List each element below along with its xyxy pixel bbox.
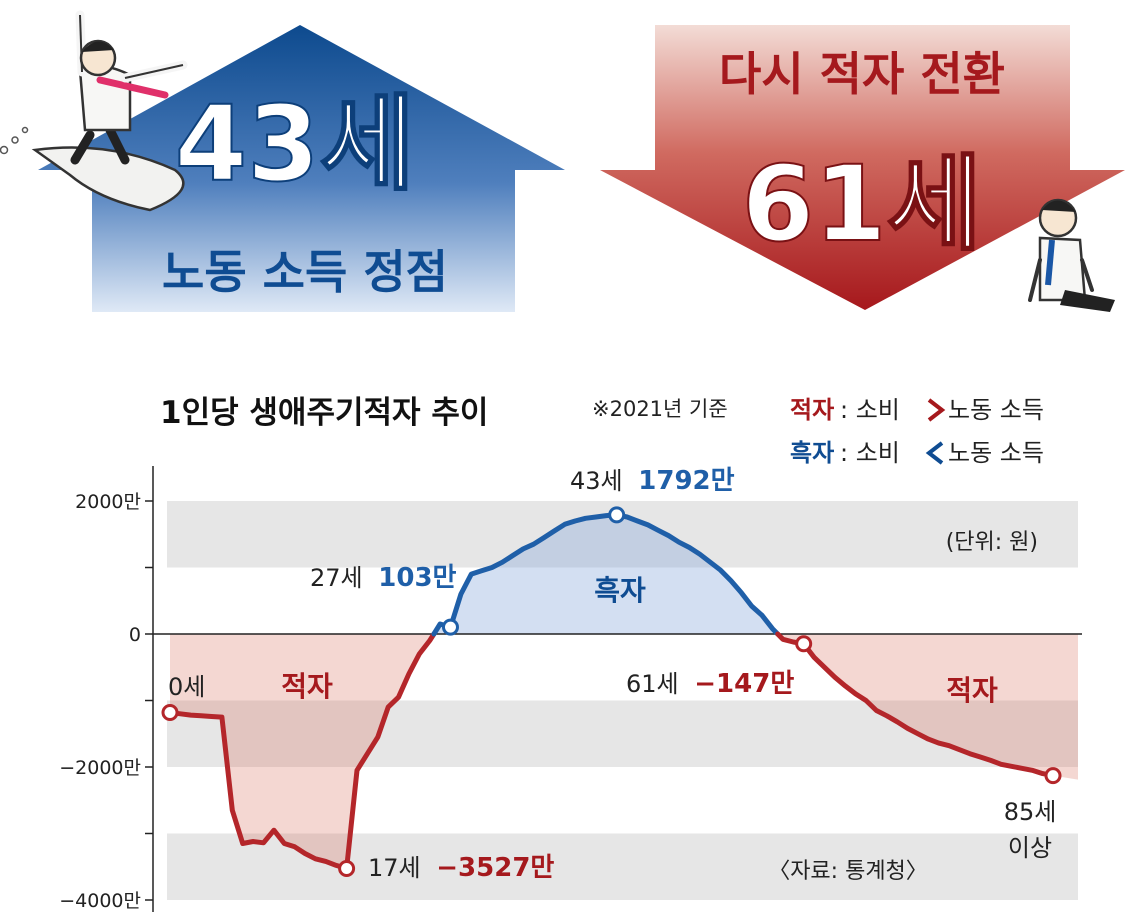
banner-down-headline: 다시 적자 전환 <box>719 47 1005 101</box>
grid-band <box>167 833 1078 900</box>
surplus-area <box>433 514 778 634</box>
deficit-line <box>775 631 1056 779</box>
region-label-surplus: 흑자 <box>594 574 646 607</box>
unit-label: (단위: 원) <box>946 530 1038 555</box>
point-marker-age-0 <box>161 703 179 721</box>
annotation-age61-value: −147만 <box>694 669 794 699</box>
y-tick-label: 0 <box>129 624 141 646</box>
region-label-deficit-right: 적자 <box>946 674 998 707</box>
annotation-age43-age: 43세 <box>570 467 623 495</box>
annotation-age17-value: −3527만 <box>436 853 554 883</box>
banner-up-age: 43세 <box>175 83 415 205</box>
point-marker-age-27 <box>441 618 459 636</box>
legend-deficit-rhs: 노동 소득 <box>948 396 1044 424</box>
point-markers <box>161 506 1062 878</box>
y-tick-labels: 2000만 0 −2000만 −4000만 <box>59 491 141 912</box>
point-marker-age-17 <box>338 860 356 878</box>
legend: 적자 : 소비 노동 소득 흑자 : 소비 노동 소득 <box>790 396 1044 467</box>
annotation-age61-age: 61세 <box>626 670 679 698</box>
banner-down: 다시 적자 전환 61세 <box>600 25 1125 310</box>
annotation-age17: 17세 −3527만 <box>368 853 554 883</box>
grid-band <box>167 700 1078 767</box>
source-label: 〈자료: 통계청〉 <box>768 859 928 884</box>
kneeling-man-illustration <box>1028 198 1115 312</box>
region-label-deficit-left: 적자 <box>281 670 333 703</box>
deficit-line <box>167 631 437 871</box>
point-marker-age-61 <box>795 635 813 653</box>
chart-note: ※2021년 기준 <box>592 397 728 421</box>
annotation-age27: 27세 103만 <box>310 563 457 593</box>
annotation-age27-age: 27세 <box>310 564 363 592</box>
series-lines <box>167 512 1056 871</box>
surplus-line <box>431 512 781 637</box>
point-marker-age-85 <box>1044 767 1062 785</box>
greater-than-icon <box>927 398 946 422</box>
up-arrow-shape <box>38 25 565 312</box>
legend-surplus-term: 흑자 <box>790 439 834 467</box>
legend-deficit-desc: : 소비 <box>840 396 900 424</box>
banner-up: 43세 노동 소득 정점 <box>38 25 565 312</box>
down-arrow-shape <box>600 25 1125 310</box>
annotation-age43: 43세 1792만 <box>570 466 735 496</box>
less-than-icon <box>925 441 944 465</box>
legend-surplus-rhs: 노동 소득 <box>948 439 1044 467</box>
y-tick-label: −4000만 <box>59 890 141 912</box>
chart-title: 1인당 생애주기적자 추이 <box>160 395 488 431</box>
annotation-age17-age: 17세 <box>368 854 421 882</box>
point-marker-age-43 <box>608 506 626 524</box>
annotation-age61: 61세 −147만 <box>626 669 794 699</box>
annotation-age85-line2: 이상 <box>1008 834 1052 862</box>
legend-surplus-desc: : 소비 <box>840 439 900 467</box>
area-fills <box>170 514 1078 869</box>
surfer-illustration <box>0 10 188 212</box>
axes <box>145 466 1082 912</box>
deficit-area <box>777 634 1078 780</box>
plot-area: 2000만 0 −2000만 −4000만 <box>59 466 1082 912</box>
banner-down-age: 61세 <box>742 143 982 265</box>
annotation-age0: 0세 <box>168 673 205 701</box>
deficit-area <box>170 634 434 869</box>
y-tick-label: −2000만 <box>59 757 141 779</box>
annotation-age85: 85세 <box>1004 798 1057 826</box>
annotation-age27-value: 103만 <box>378 563 456 593</box>
y-tick-label: 2000만 <box>75 491 141 513</box>
legend-deficit-term: 적자 <box>790 396 834 424</box>
annotation-age43-value: 1792만 <box>638 466 734 496</box>
banner-up-caption: 노동 소득 정점 <box>162 245 448 299</box>
